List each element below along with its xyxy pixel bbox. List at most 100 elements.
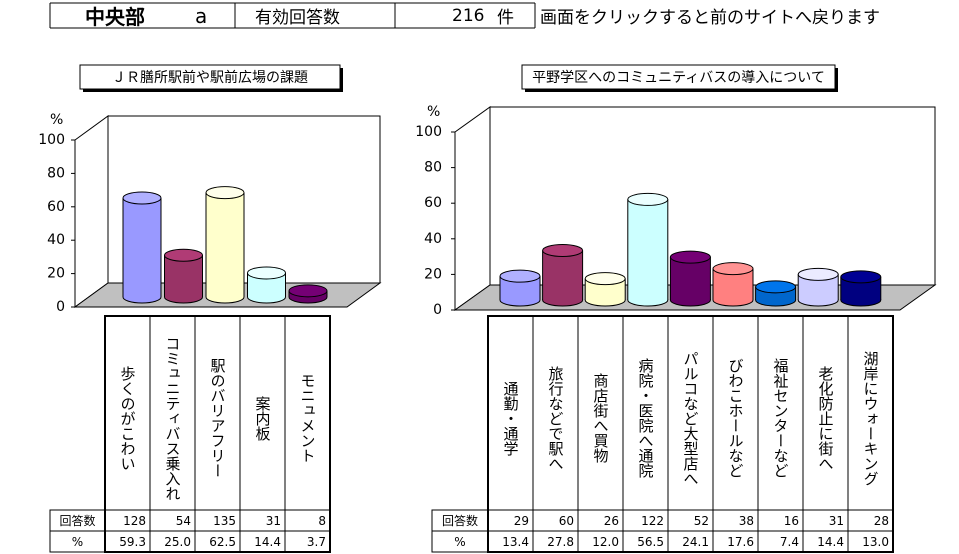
y-tick-label: 20 — [424, 266, 442, 282]
count-cell: 26 — [603, 513, 619, 528]
bar-top — [797, 267, 839, 281]
y-tick-label: 20 — [47, 266, 65, 282]
y-unit: % — [427, 104, 440, 120]
y-tick-label: 80 — [424, 160, 442, 176]
bar-top — [205, 186, 245, 200]
bar — [247, 266, 286, 304]
bar — [205, 186, 245, 304]
category-label: 福祉センターなど — [771, 358, 790, 478]
percent-cell: 7.4 — [779, 534, 799, 549]
count-cell: 31 — [265, 513, 281, 528]
bar — [712, 262, 754, 307]
row-label: 回答数 — [441, 514, 478, 528]
bar — [122, 191, 162, 304]
y-tick-label: 40 — [424, 231, 442, 247]
percent-cell: 24.1 — [682, 534, 709, 549]
percent-cell: 14.4 — [817, 534, 844, 549]
bar-top — [712, 262, 754, 276]
percent-cell: 17.6 — [727, 534, 754, 549]
bar-body — [164, 255, 203, 297]
percent-cell: 12.0 — [592, 534, 619, 549]
bar-top — [627, 192, 669, 206]
y-tick-label: 60 — [47, 199, 65, 215]
area: 中央部 — [85, 5, 145, 29]
bar-top — [164, 248, 203, 262]
bar-body — [206, 192, 244, 297]
percent-cell: 13.0 — [862, 534, 889, 549]
count-cell: 52 — [693, 513, 709, 528]
bar — [164, 248, 203, 304]
row-label: % — [454, 534, 466, 549]
bar-top — [755, 280, 797, 294]
y-tick-label: 80 — [47, 165, 65, 181]
bar-top — [542, 244, 584, 258]
y-tick-label: 0 — [56, 299, 65, 315]
percent-cell: 25.0 — [164, 534, 191, 549]
category-label: 駅のバリアフリー — [208, 358, 227, 478]
side-wall — [74, 115, 109, 308]
bar — [499, 269, 541, 307]
percent-cell: 13.4 — [502, 534, 529, 549]
chart-title: ＪＲ膳所駅前や駅前広場の課題 — [112, 69, 308, 86]
y-tick-label: 100 — [38, 132, 65, 148]
count-cell: 135 — [213, 513, 236, 528]
bar — [584, 272, 626, 307]
count: 216 — [452, 5, 485, 26]
bar-body — [670, 257, 711, 300]
category-label: モニュメント — [298, 373, 317, 463]
bar-body — [840, 276, 881, 300]
count-cell: 38 — [738, 513, 754, 528]
y-unit: % — [50, 112, 63, 128]
percent-cell: 59.3 — [119, 534, 146, 549]
category-label: 老化防止に街へ — [816, 365, 835, 471]
bar-body — [542, 250, 583, 300]
bar-top — [122, 191, 162, 205]
title-box — [79, 64, 341, 90]
count-cell: 28 — [873, 513, 889, 528]
table-border — [487, 315, 894, 553]
category-label: 湖岸にウォーキング — [861, 350, 880, 486]
bar — [542, 244, 584, 307]
percent-cell: 3.7 — [306, 534, 326, 549]
title-box — [521, 64, 836, 90]
bar-body — [123, 197, 161, 297]
category-label: 通勤・通学 — [501, 380, 520, 456]
back-link[interactable]: 画面をクリックすると前のサイトへ戻ります — [540, 8, 880, 28]
y-tick-label: 40 — [47, 232, 65, 248]
category-label: びわこホールなど — [726, 358, 745, 478]
side-wall — [454, 106, 491, 311]
row-label: % — [71, 534, 84, 549]
percent-cell: 14.4 — [254, 534, 281, 549]
bar — [755, 280, 797, 307]
bar — [627, 192, 669, 307]
chart-title: 平野学区へのコミュニティバスの導入について — [532, 70, 825, 86]
category-label: 商店街へ買物 — [591, 373, 610, 463]
count-cell: 31 — [828, 513, 844, 528]
category-label: 病院・医院へ通院 — [636, 358, 655, 478]
label: 有効回答数 — [255, 8, 340, 28]
bar-top — [840, 270, 882, 284]
bar-body — [500, 276, 540, 300]
category-label: パルコなど大型店へ — [681, 350, 700, 486]
category-label: 歩くのがこわい — [118, 365, 137, 471]
bar-top — [669, 250, 711, 264]
bar-top — [584, 272, 626, 286]
section: a — [195, 3, 208, 28]
category-label: コミュニティバス乗入れ — [163, 335, 182, 501]
count-cell: 54 — [175, 513, 191, 528]
category-label: 旅行などで駅へ — [546, 365, 565, 471]
count-cell: 8 — [318, 513, 326, 528]
count-cell: 128 — [123, 513, 146, 528]
count-cell: 60 — [558, 513, 574, 528]
table-border — [104, 315, 331, 553]
bar-top — [247, 266, 286, 280]
category-label: 案内板 — [253, 395, 272, 441]
bar — [797, 267, 839, 307]
bar-top — [499, 269, 541, 283]
percent-cell: 56.5 — [637, 534, 664, 549]
count-cell: 16 — [783, 513, 799, 528]
y-tick-label: 100 — [415, 124, 442, 140]
y-tick-label: 0 — [433, 302, 442, 318]
